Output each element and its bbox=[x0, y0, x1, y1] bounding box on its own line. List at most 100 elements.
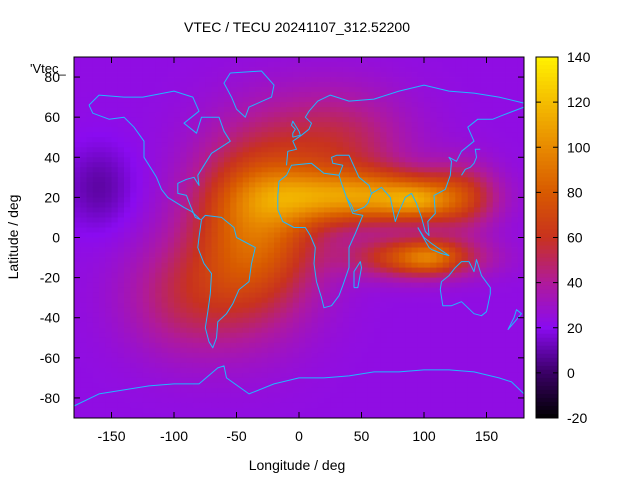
heat-cell bbox=[105, 327, 112, 334]
heat-cell bbox=[74, 397, 81, 404]
heat-cell bbox=[405, 237, 412, 243]
heat-cell bbox=[286, 82, 294, 88]
heat-cell bbox=[411, 302, 419, 309]
heat-cell bbox=[442, 292, 450, 299]
heat-cell bbox=[474, 57, 481, 63]
heat-cell bbox=[286, 397, 294, 404]
heat-cell bbox=[242, 247, 250, 253]
heat-cell bbox=[411, 237, 419, 243]
heat-cell bbox=[280, 242, 287, 248]
heat-cell bbox=[386, 72, 394, 78]
heat-cell bbox=[205, 212, 212, 218]
heat-cell bbox=[492, 147, 500, 153]
heat-cell bbox=[99, 187, 106, 193]
heat-cell bbox=[230, 207, 237, 213]
heat-cell bbox=[130, 132, 137, 138]
heat-cell bbox=[374, 302, 381, 309]
heat-cell bbox=[86, 287, 94, 294]
heat-cell bbox=[286, 307, 294, 314]
heat-cell bbox=[461, 367, 469, 374]
heat-cell bbox=[142, 372, 150, 379]
heat-cell bbox=[511, 282, 519, 289]
heat-cell bbox=[380, 357, 387, 364]
heat-cell bbox=[124, 327, 131, 334]
heat-cell bbox=[124, 132, 131, 138]
heat-cell bbox=[261, 102, 269, 108]
heat-cell bbox=[430, 87, 437, 93]
heat-cell bbox=[192, 172, 200, 178]
heat-cell bbox=[211, 212, 219, 218]
heat-cell bbox=[480, 107, 487, 113]
heat-cell bbox=[405, 57, 412, 63]
heat-cell bbox=[417, 202, 425, 208]
heat-cell bbox=[424, 162, 431, 168]
heat-cell bbox=[511, 357, 519, 364]
heat-cell bbox=[399, 87, 406, 93]
heat-cell bbox=[167, 167, 175, 173]
heat-cell bbox=[474, 327, 481, 334]
heat-cell bbox=[261, 107, 269, 113]
heat-cell bbox=[155, 397, 162, 404]
heat-cell bbox=[136, 142, 144, 148]
heat-cell bbox=[455, 337, 462, 344]
heat-cell bbox=[205, 317, 212, 324]
heat-cell bbox=[311, 122, 319, 128]
heat-cell bbox=[74, 357, 81, 364]
heat-cell bbox=[105, 337, 112, 344]
heat-cell bbox=[161, 242, 169, 248]
heat-cell bbox=[486, 252, 494, 258]
heat-cell bbox=[230, 297, 237, 304]
heat-cell bbox=[330, 357, 337, 364]
heat-cell bbox=[480, 267, 487, 273]
heat-cell bbox=[124, 72, 131, 78]
heat-cell bbox=[192, 112, 200, 118]
heat-cell bbox=[242, 77, 250, 83]
heat-cell bbox=[374, 252, 381, 258]
heat-cell bbox=[74, 212, 81, 218]
heat-cell bbox=[330, 112, 337, 118]
heat-cell bbox=[486, 107, 494, 113]
heat-cell bbox=[249, 387, 256, 394]
heat-cell bbox=[449, 317, 456, 324]
heat-cell bbox=[180, 172, 187, 178]
heat-cell bbox=[299, 257, 306, 263]
heat-cell bbox=[124, 102, 131, 108]
heat-cell bbox=[205, 202, 212, 208]
heat-cell bbox=[374, 387, 381, 394]
heat-cell bbox=[186, 87, 194, 93]
heat-cell bbox=[161, 282, 169, 289]
heat-cell bbox=[149, 212, 156, 218]
heat-cell bbox=[86, 192, 94, 198]
heat-cell bbox=[386, 357, 394, 364]
heat-cell bbox=[136, 382, 144, 389]
heat-cell bbox=[236, 137, 244, 143]
heat-cell bbox=[324, 272, 331, 279]
heat-cell bbox=[480, 162, 487, 168]
heat-cell bbox=[236, 97, 244, 103]
heat-cell bbox=[442, 262, 450, 268]
heat-cell bbox=[299, 252, 306, 258]
heat-cell bbox=[242, 362, 250, 369]
heat-cell bbox=[74, 72, 81, 78]
heat-cell bbox=[430, 162, 437, 168]
heat-cell bbox=[211, 307, 219, 314]
heat-cell bbox=[499, 387, 506, 394]
heat-cell bbox=[199, 337, 206, 344]
heat-cell bbox=[336, 57, 344, 63]
heat-cell bbox=[349, 117, 356, 123]
heat-cell bbox=[299, 192, 306, 198]
heat-cell bbox=[80, 292, 87, 299]
heat-cell bbox=[224, 122, 231, 128]
heat-cell bbox=[305, 167, 312, 173]
heat-cell bbox=[167, 187, 175, 193]
heat-cell bbox=[149, 242, 156, 248]
heat-cell bbox=[292, 222, 300, 228]
heat-cell bbox=[355, 187, 362, 193]
heat-cell bbox=[236, 207, 244, 213]
heat-cell bbox=[149, 337, 156, 344]
heat-cell bbox=[305, 242, 312, 248]
heat-cell bbox=[449, 162, 456, 168]
heat-cell bbox=[499, 197, 506, 203]
heat-cell bbox=[411, 267, 419, 273]
heat-cell bbox=[480, 262, 487, 268]
